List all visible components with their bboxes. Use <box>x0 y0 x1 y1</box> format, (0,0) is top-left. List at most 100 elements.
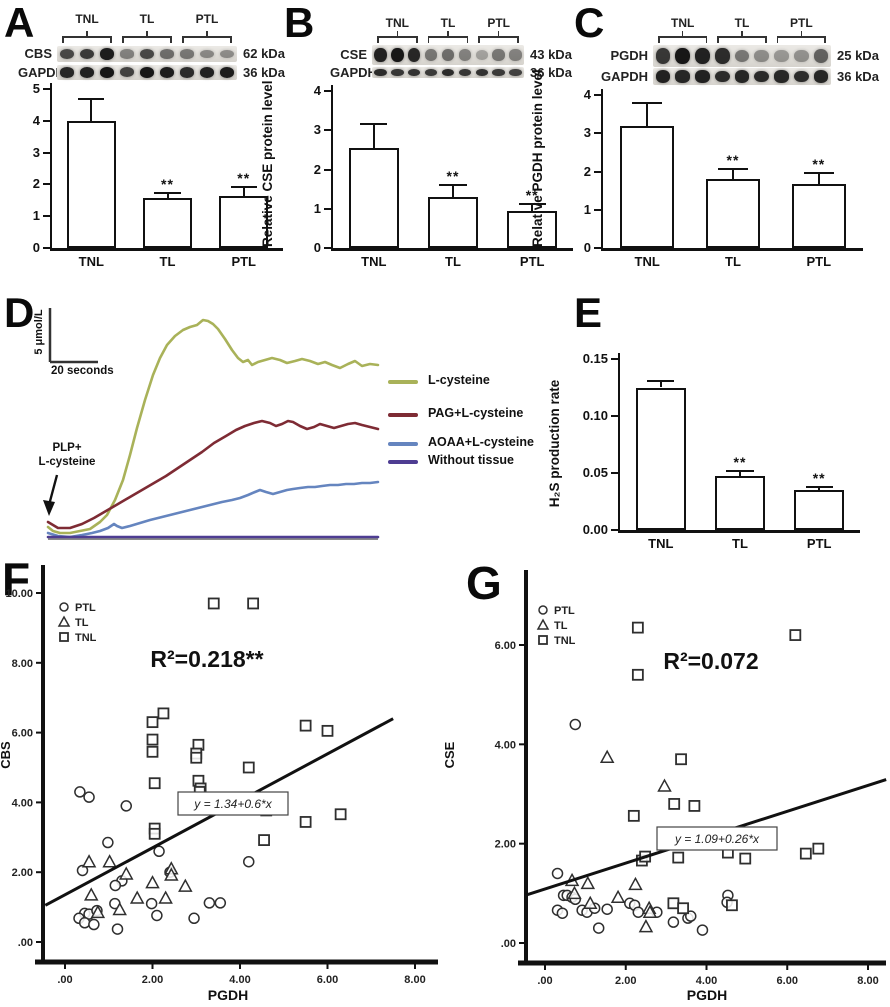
marker-triangle <box>638 919 654 933</box>
panel-label-c: C <box>574 0 605 46</box>
y-tick-label: 3 <box>583 125 591 141</box>
bar-tl <box>143 197 192 248</box>
y-axis-title: CSE <box>442 741 457 768</box>
x-category-label: TNL <box>648 536 674 551</box>
y-tick-label: 3 <box>32 144 40 160</box>
bracket-tick-right <box>466 36 469 43</box>
blot-group-label-ptl: PTL <box>789 16 813 30</box>
x-tick-label: 6.00 <box>777 975 798 987</box>
x-category-label: PTL <box>806 536 832 551</box>
legend-label-tl: TL <box>554 620 568 632</box>
y-tick-label: 4 <box>32 112 40 128</box>
blot-row-label-gapdh: GAPDH <box>601 68 648 84</box>
legend-item-without-tissue: Without tissue <box>388 453 578 471</box>
error-bar-cap <box>518 203 546 206</box>
x-axis <box>617 530 860 533</box>
marker-circle <box>696 924 709 936</box>
blot-band <box>754 49 770 63</box>
bracket-tick-right <box>824 36 826 43</box>
legend-swatch <box>388 380 418 384</box>
error-bar-stem <box>452 185 454 197</box>
blot-band <box>99 48 115 60</box>
y-tick-label: 6.00 <box>12 728 33 740</box>
bracket-tick-center <box>681 31 684 36</box>
marker-circle <box>153 845 165 858</box>
bracket-tick-left <box>478 36 480 43</box>
blot-band <box>424 49 438 61</box>
y-axis <box>617 353 620 530</box>
y-tick <box>43 215 50 218</box>
y-axis-title: CBS <box>0 741 13 769</box>
legend-label: PAG+L-cysteine <box>428 406 524 420</box>
injection-annotation-line1: PLP+ <box>52 442 82 454</box>
blot-kda-label: 36 kDa <box>530 64 572 80</box>
y-axis-title: Relative CSE protein level <box>259 79 275 247</box>
marker-square <box>321 724 334 737</box>
y-tick <box>594 208 601 211</box>
marker-circle <box>151 909 163 922</box>
y-tick <box>324 168 331 171</box>
blot-band <box>734 49 750 63</box>
y-axis-title: Relative PGDH protein level <box>529 68 545 247</box>
blot-band <box>441 48 455 61</box>
blot-group-bracket <box>717 31 767 44</box>
legend-label-tl: TL <box>75 617 89 629</box>
blot-group-label-tnl: TNL <box>75 12 99 26</box>
injection-arrow-head <box>43 500 55 516</box>
y-tick-label: 10.00 <box>5 588 33 600</box>
y-tick-label: 6.00 <box>495 640 516 652</box>
blot-band <box>179 67 195 78</box>
marker-circle <box>243 855 255 868</box>
x-tick-label: 2.00 <box>142 974 163 986</box>
marker-circle <box>667 916 680 928</box>
legend-swatch <box>388 460 418 464</box>
blot-group-bracket <box>427 31 469 44</box>
marker-circle <box>76 864 89 877</box>
y-tick <box>594 247 601 249</box>
marker-triangle <box>567 885 582 900</box>
y-tick <box>324 90 331 92</box>
bracket-tick-left <box>427 36 430 43</box>
blot-band <box>407 47 421 63</box>
y-tick-label: 4.00 <box>12 797 33 809</box>
bracket-tick-left <box>182 36 184 43</box>
marker-square <box>627 809 640 822</box>
marker-circle <box>214 897 227 909</box>
marker-square <box>299 816 312 828</box>
marker-triangle <box>642 904 658 918</box>
blot-row-label-pgdh: PGDH <box>610 48 648 63</box>
blot-band <box>675 47 690 65</box>
x-tick-label: 4.00 <box>696 975 717 987</box>
marker-square <box>207 597 220 610</box>
equation-text: y = 1.34+0.6*x <box>193 797 272 811</box>
equation-box <box>656 826 778 851</box>
blot-band <box>119 49 135 59</box>
x-tick-label: .00 <box>537 975 552 987</box>
y-axis <box>330 85 333 248</box>
marker-circle <box>120 800 132 812</box>
y-tick-label: 0 <box>313 240 321 255</box>
blot-band <box>179 49 195 59</box>
blot-band <box>139 66 155 78</box>
blot-band <box>734 70 750 83</box>
blot-row-label-gapdh: GAPDH <box>330 64 377 80</box>
panel-label-b: B <box>284 0 315 46</box>
marker-square <box>247 597 260 610</box>
blot-band <box>475 49 488 61</box>
marker-square <box>668 798 681 810</box>
x-tick-label: 8.00 <box>404 974 425 986</box>
bracket-tick-left <box>717 36 719 43</box>
equation-box <box>177 791 289 816</box>
error-bar-stem <box>372 123 375 148</box>
y-tick-label: 1 <box>583 201 591 217</box>
marker-square <box>799 847 812 860</box>
blot-band <box>79 67 95 78</box>
blot-band <box>714 70 730 83</box>
blot-band <box>374 47 387 63</box>
bar-ptl <box>507 210 558 248</box>
blot-row-label-cse: CSE <box>340 47 367 62</box>
y-tick-label: 2.00 <box>495 839 516 851</box>
marker-square <box>675 753 687 766</box>
bracket-tick-right <box>230 36 232 43</box>
blot-band <box>475 68 488 77</box>
